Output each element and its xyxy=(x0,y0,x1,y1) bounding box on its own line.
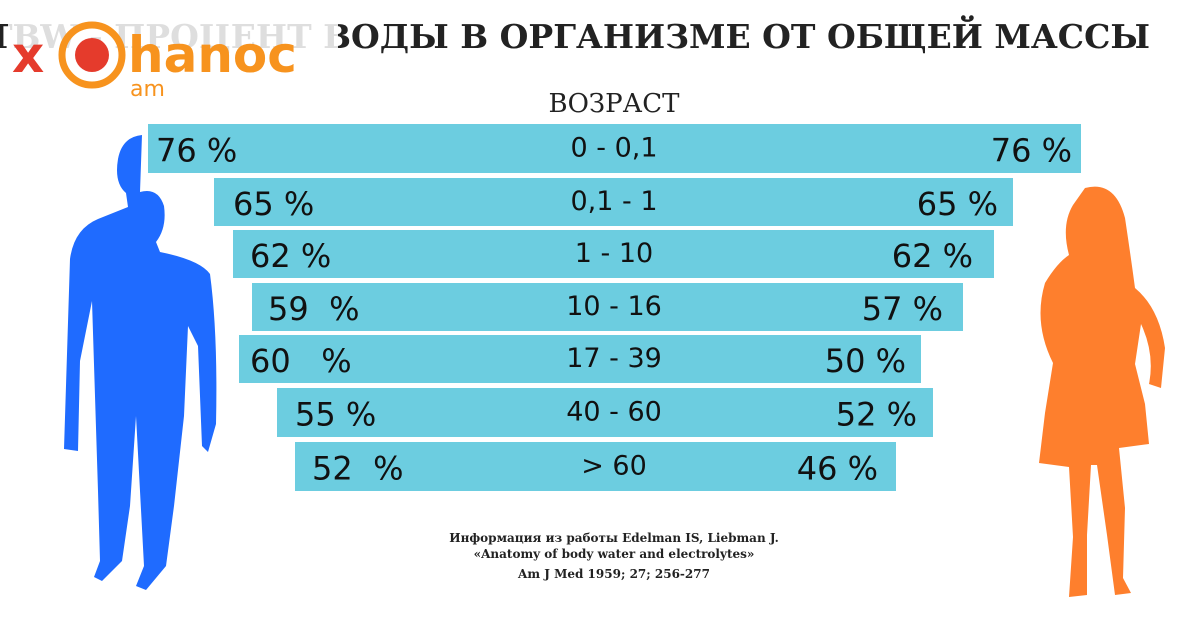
age-range: 0,1 - 1 xyxy=(570,186,657,217)
age-band xyxy=(148,124,1081,173)
logo: x hanoc am xyxy=(8,8,338,103)
source-line: «Anatomy of body water and electrolytes» xyxy=(474,547,755,561)
logo-name: hanoc xyxy=(128,26,297,84)
female-percent: 50 % xyxy=(825,342,906,380)
source-line: Am J Med 1959; 27; 256-277 xyxy=(517,567,710,581)
logo-x: x xyxy=(12,26,44,84)
male-percent: 62 % xyxy=(250,237,331,275)
male-silhouette xyxy=(64,135,217,590)
logo-domain: am xyxy=(130,77,165,102)
logo-icon-core xyxy=(75,38,109,72)
age-band xyxy=(239,335,921,383)
age-range: 10 - 16 xyxy=(566,291,662,322)
subtitle: ВОЗРАСТ xyxy=(548,89,680,119)
female-percent: 46 % xyxy=(797,450,878,488)
source-line: Информация из работы Edelman IS, Liebman… xyxy=(449,531,779,545)
female-percent: 57 % xyxy=(862,290,943,328)
age-range: > 60 xyxy=(581,451,647,482)
female-percent: 62 % xyxy=(892,237,973,275)
age-range: 1 - 10 xyxy=(575,238,653,269)
female-percent: 52 % xyxy=(836,396,917,434)
age-band xyxy=(214,178,1013,226)
age-range: 0 - 0,1 xyxy=(570,133,657,164)
male-percent: 76 % xyxy=(156,132,237,170)
female-percent: 65 % xyxy=(917,185,998,223)
male-percent: 65 % xyxy=(233,185,314,223)
age-band xyxy=(295,442,896,491)
logo-icon xyxy=(58,21,126,89)
female-silhouette xyxy=(1039,186,1165,597)
male-percent: 55 % xyxy=(295,396,376,434)
age-range: 40 - 60 xyxy=(566,397,662,428)
age-band xyxy=(252,283,963,331)
male-percent: 52 % xyxy=(312,450,403,488)
male-percent: 59 % xyxy=(268,290,359,328)
age-range: 17 - 39 xyxy=(566,343,662,374)
female-percent: 76 % xyxy=(991,132,1072,170)
age-band xyxy=(233,230,994,278)
male-percent: 60 % xyxy=(250,342,352,380)
age-band xyxy=(277,388,933,437)
